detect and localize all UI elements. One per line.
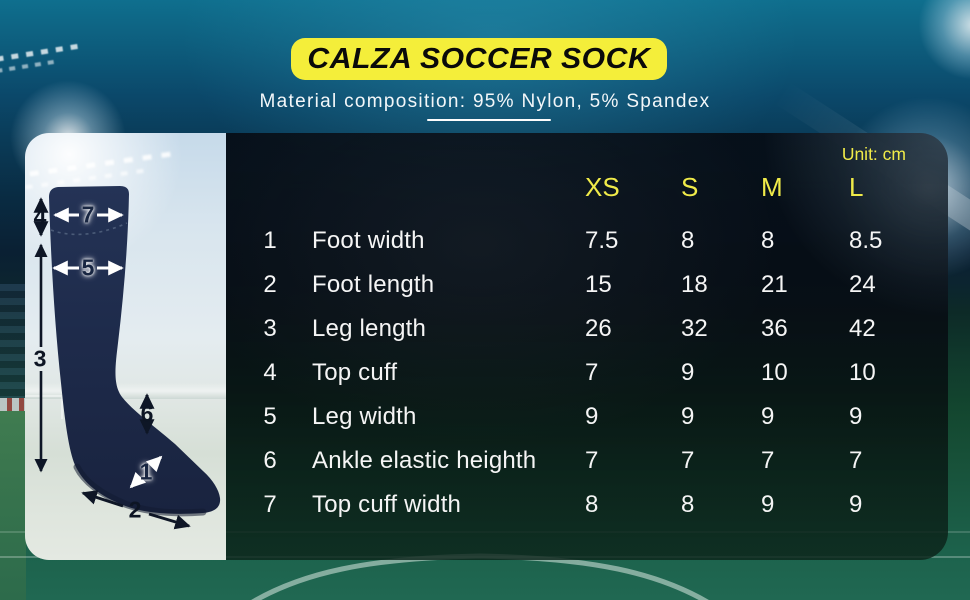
measure-label-top-cuff-width: 7 [81,201,95,228]
cell-m: 36 [761,315,788,342]
cell-m: 7 [761,447,775,474]
size-chart-header: XS S M L [250,166,931,208]
page-title: CALZA SOCCER SOCK [307,42,651,75]
column-header-l: L [849,171,864,202]
table-row: 7 Top cuff width 8 8 9 9 [250,483,931,527]
cell-m: 21 [761,271,788,298]
cell-s: 9 [681,359,695,386]
cell-l: 7 [849,447,863,474]
row-number: 4 [263,359,277,386]
measure-label-leg-width: 5 [81,254,95,281]
cell-m: 9 [761,491,775,518]
cell-l: 10 [849,359,876,386]
table-row: 6 Ankle elastic heighth 7 7 7 7 [250,439,931,483]
row-number: 3 [263,315,277,342]
table-row: 2 Foot length 15 18 21 24 [250,263,931,307]
measure-label-foot-width: 1 [139,458,153,485]
cell-s: 9 [681,403,695,430]
cell-s: 32 [681,315,708,342]
title-banner: CALZA SOCCER SOCK [291,38,667,80]
cell-xs: 15 [585,271,612,298]
unit-label: Unit: cm [841,144,906,164]
sock-diagram-card: 7 5 4 3 6 1 2 [25,133,226,560]
cell-m: 8 [761,227,775,254]
measure-label-leg-length: 3 [33,345,47,372]
size-chart-body: 1 Foot width 7.5 8 8 8.5 2 Foot length 1… [250,219,931,527]
table-row: 5 Leg width 9 9 9 9 [250,395,931,439]
row-label: Foot length [312,271,435,298]
cell-s: 8 [681,227,695,254]
column-header-xs: XS [585,171,620,202]
goal-frame [25,395,63,419]
cell-l: 8.5 [849,227,883,254]
table-row: 3 Leg length 26 32 36 42 [250,307,931,351]
measure-label-foot-length: 2 [128,496,142,523]
cell-l: 9 [849,403,863,430]
cell-xs: 7 [585,359,599,386]
row-label: Foot width [312,227,425,254]
row-number: 7 [263,491,277,518]
sock-image [33,186,221,530]
row-label: Top cuff [312,359,398,386]
measure-label-top-cuff: 4 [33,203,47,230]
measure-label-ankle-elastic: 6 [140,400,154,427]
table-row: 1 Foot width 7.5 8 8 8.5 [250,219,931,263]
cell-s: 18 [681,271,708,298]
column-header-m: M [761,171,783,202]
cell-xs: 7.5 [585,227,619,254]
cell-s: 8 [681,491,695,518]
cell-xs: 8 [585,491,599,518]
row-number: 1 [263,227,277,254]
row-label: Top cuff width [312,491,462,518]
row-number: 6 [263,447,277,474]
row-label: Leg length [312,315,427,342]
cell-l: 9 [849,491,863,518]
row-label: Ankle elastic heighth [312,447,537,474]
row-number: 2 [263,271,277,298]
cell-xs: 9 [585,403,599,430]
table-row: 4 Top cuff 7 9 10 10 [250,351,931,395]
cell-l: 24 [849,271,876,298]
cell-xs: 7 [585,447,599,474]
material-underline [427,119,551,121]
row-number: 5 [263,403,277,430]
column-header-s: S [681,171,699,202]
cell-l: 42 [849,315,876,342]
sock-shape [49,186,221,514]
material-composition-text: Material composition: 95% Nylon, 5% Span… [259,91,711,112]
cell-xs: 26 [585,315,612,342]
row-label: Leg width [312,403,417,430]
size-chart-card: Unit: cm XS S M L 1 Foot width 7.5 8 8 8… [226,133,948,560]
cell-m: 10 [761,359,788,386]
cell-m: 9 [761,403,775,430]
cell-s: 7 [681,447,695,474]
